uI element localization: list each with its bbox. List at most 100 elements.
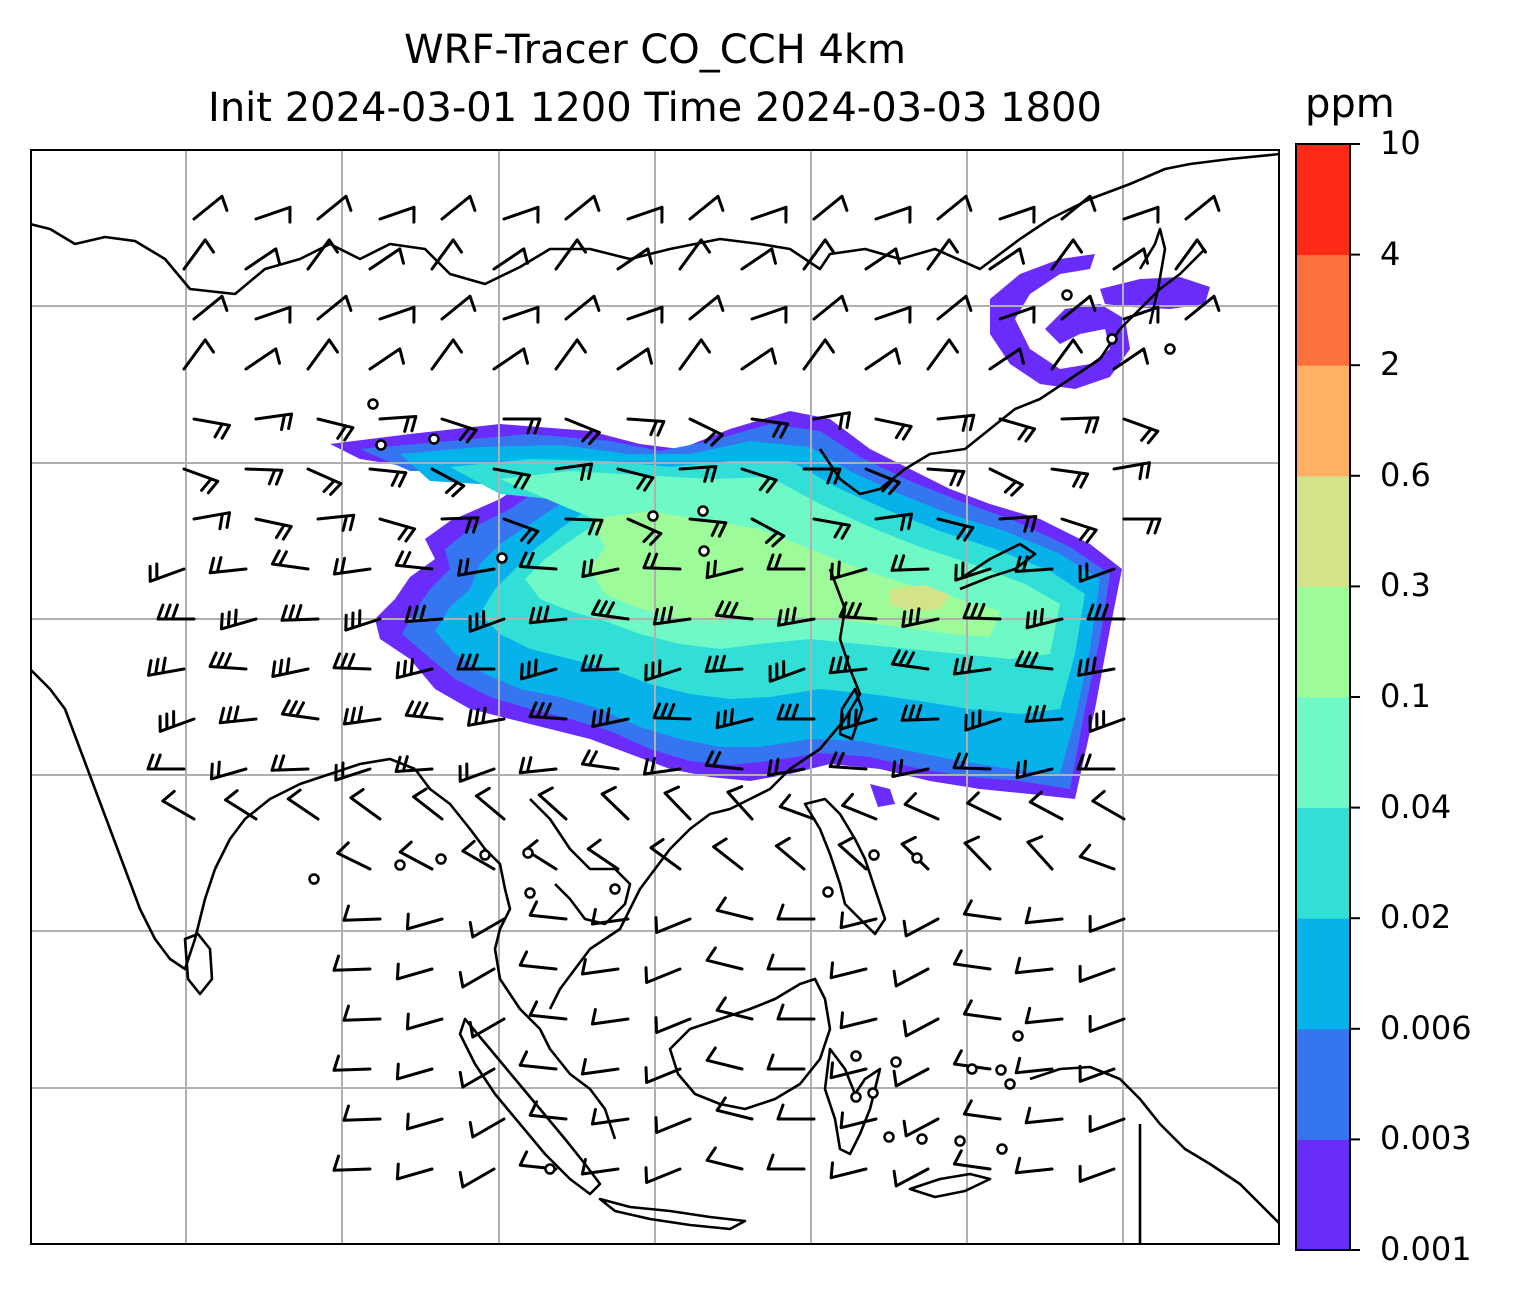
calm-circle	[1012, 1030, 1024, 1042]
wind-barb	[839, 911, 878, 930]
wind-barb	[316, 194, 353, 221]
wind-barb	[458, 1167, 496, 1189]
wind-barb	[1060, 416, 1100, 434]
wind-barb	[271, 657, 310, 678]
wind-barb	[1078, 562, 1116, 583]
wind-barb	[1060, 294, 1097, 321]
wind-barb	[1050, 467, 1090, 489]
wind-barb	[586, 838, 620, 871]
wind-barb	[952, 949, 992, 971]
wind-barb	[838, 601, 878, 621]
wind-barb	[219, 608, 258, 631]
coastline-china-east	[669, 568, 862, 850]
wind-barb	[502, 517, 540, 545]
wind-barb	[280, 604, 320, 622]
wind-barb	[342, 705, 382, 726]
wind-barb	[192, 194, 229, 221]
calm-circle	[954, 1135, 966, 1147]
wind-barb	[1014, 1156, 1054, 1175]
wind-barb	[528, 1000, 568, 1021]
wind-barb	[1025, 607, 1064, 630]
calm-circle	[822, 886, 834, 898]
wind-barb	[156, 603, 196, 621]
wind-barb	[644, 659, 682, 682]
wind-barb	[458, 967, 496, 989]
wind-barb	[394, 755, 434, 773]
colorbar-tick-label: 0.001	[1380, 1230, 1472, 1268]
coastline-india-west	[30, 668, 217, 971]
wind-barb	[1088, 914, 1126, 933]
wind-barb	[468, 917, 506, 939]
wind-barb	[378, 415, 418, 433]
wind-barb	[395, 1062, 434, 1081]
colorbar-tick-label: 0.003	[1380, 1119, 1472, 1158]
wind-barb	[590, 599, 630, 621]
wind-barb	[812, 194, 849, 221]
wind-barb	[802, 467, 842, 485]
wind-barb	[148, 562, 186, 583]
wind-barb	[1015, 759, 1054, 780]
wind-barb	[874, 205, 912, 224]
calm-circle	[375, 439, 387, 451]
wind-barb	[458, 1067, 496, 1089]
wind-barb	[688, 294, 725, 321]
wind-barb	[962, 999, 1002, 1021]
wind-barb	[368, 247, 405, 271]
wind-barb	[1060, 194, 1097, 221]
wind-barb	[776, 903, 816, 921]
wind-barb	[395, 657, 434, 680]
calm-circle	[524, 887, 536, 899]
wind-barb	[316, 294, 353, 321]
wind-barb	[776, 1003, 816, 1021]
wind-barb	[404, 604, 444, 623]
wind-barb	[1076, 753, 1116, 771]
wind-barb	[705, 1146, 744, 1171]
wind-barb	[528, 1100, 568, 1121]
wind-barb	[474, 786, 506, 821]
colorbar-segment-0.006	[1296, 918, 1350, 1030]
wind-barb	[158, 710, 196, 733]
wind-barb	[1014, 555, 1054, 573]
wind-barb	[678, 465, 718, 483]
wind-barb	[581, 558, 620, 578]
colorbar-tick-label: 0.006	[1380, 1008, 1472, 1047]
wind-barb	[182, 338, 215, 371]
coastline-japan-islands	[959, 542, 1037, 591]
colorbar-unit: ppm	[1305, 81, 1395, 127]
wind-barb	[688, 194, 725, 221]
wind-barb	[926, 238, 959, 271]
wind-barb	[280, 699, 320, 721]
wind-barb	[554, 462, 594, 482]
wind-barb	[902, 1117, 940, 1138]
plume-contour-level-0.3	[890, 585, 950, 611]
wind-barb	[580, 1158, 620, 1176]
wind-barb	[398, 840, 434, 871]
wind-barb	[774, 836, 806, 871]
wind-barb	[518, 1050, 558, 1071]
wind-barb	[218, 705, 258, 725]
wind-barb	[750, 205, 788, 224]
calm-circle	[850, 1050, 862, 1062]
wind-barb	[182, 467, 220, 495]
calm-circle	[367, 398, 379, 410]
calm-circle	[1164, 343, 1176, 355]
wind-barb	[502, 417, 542, 435]
wind-barb	[1028, 790, 1064, 821]
wind-barb	[344, 609, 382, 632]
wind-barb	[626, 517, 663, 546]
wind-barb	[244, 247, 281, 271]
wind-barb	[891, 758, 930, 778]
wind-barb	[812, 517, 851, 540]
wind-barb	[456, 653, 496, 671]
wind-barb	[892, 1167, 930, 1188]
wind-barb	[161, 789, 196, 821]
wind-barb	[1077, 656, 1116, 677]
wind-barb	[678, 238, 711, 271]
wind-barb	[952, 752, 992, 771]
wind-barb	[430, 238, 463, 271]
wind-barb	[766, 1153, 806, 1171]
colorbar-segment-4	[1296, 144, 1350, 256]
wind-barb	[368, 467, 408, 488]
wind-barb	[901, 607, 940, 628]
colorbar-tick-label: 10	[1380, 124, 1421, 162]
